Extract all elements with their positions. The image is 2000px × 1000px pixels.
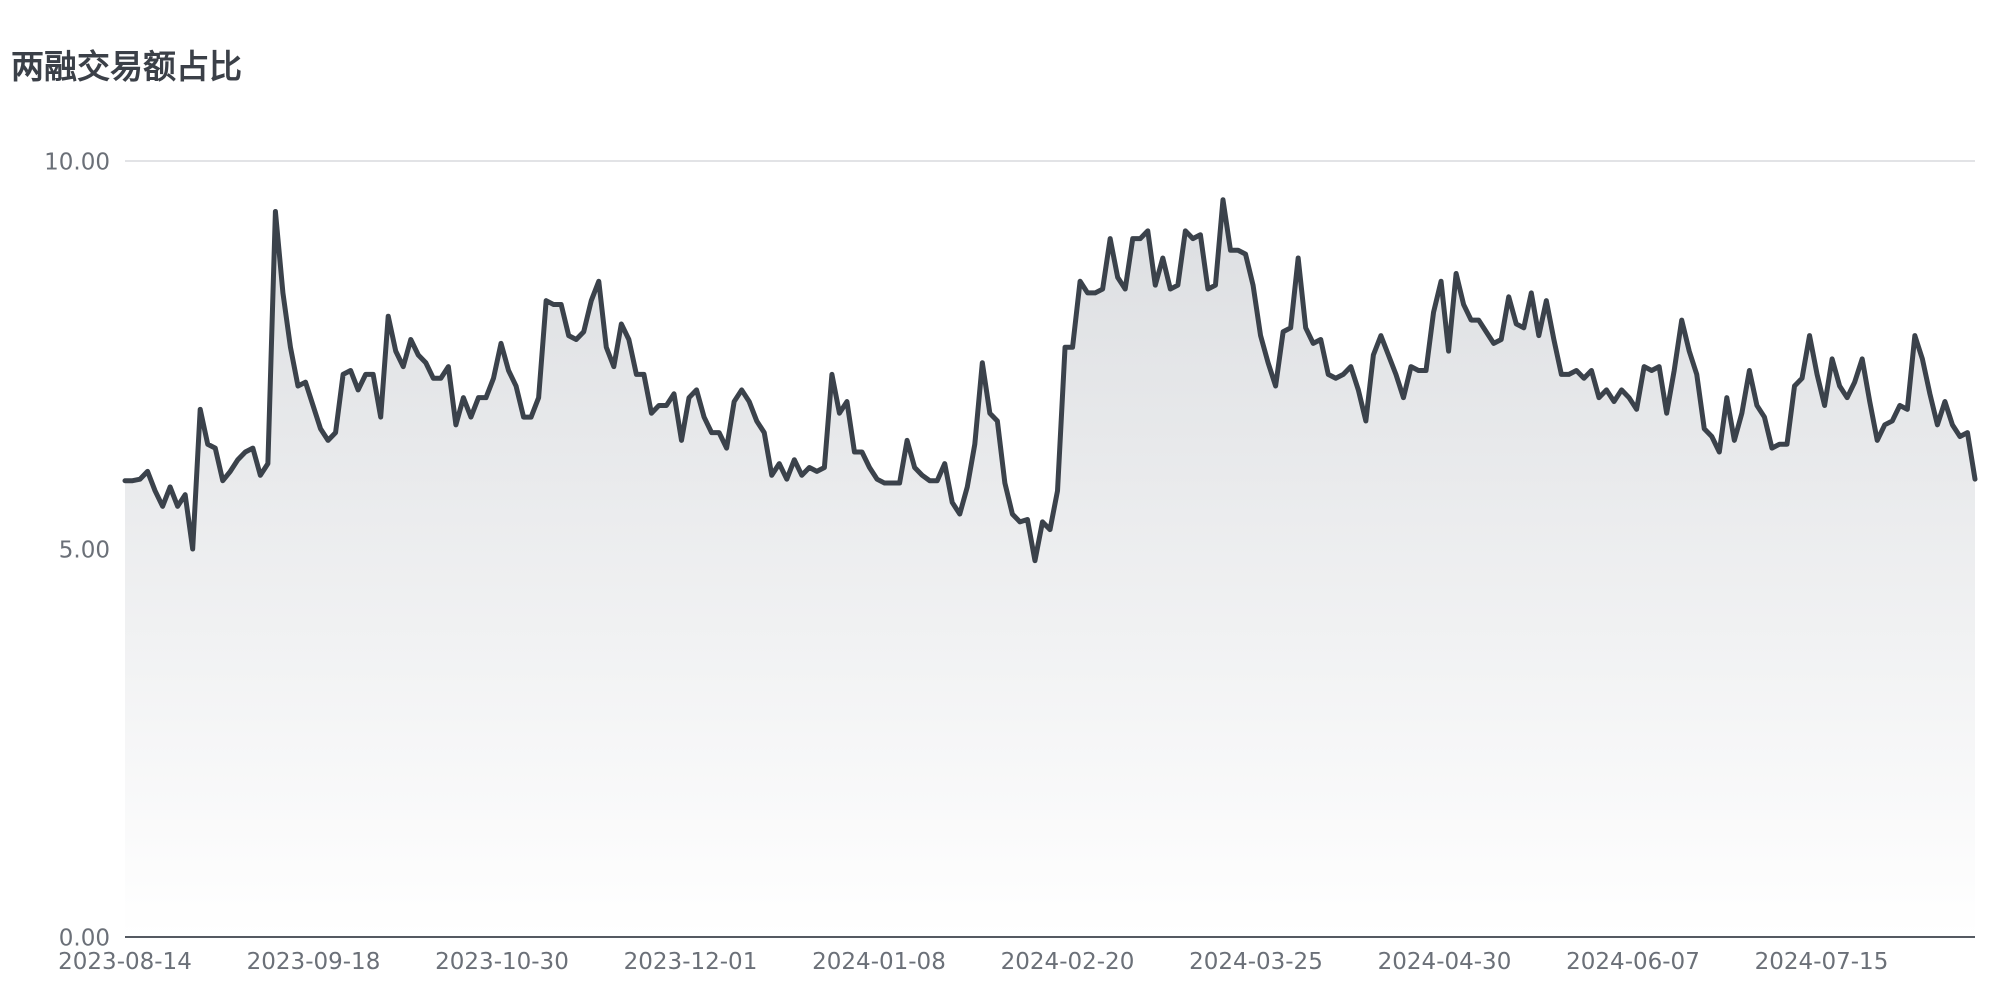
y-tick-label: 10.00 xyxy=(44,150,110,176)
y-tick-label: 5.00 xyxy=(59,538,110,564)
x-tick-label: 2024-04-30 xyxy=(1378,949,1512,975)
x-tick-label: 2023-09-18 xyxy=(247,949,381,975)
chart-title: 两融交易额占比 xyxy=(11,47,242,86)
y-tick-label: 0.00 xyxy=(59,926,110,952)
x-tick-label: 2024-07-15 xyxy=(1755,949,1889,975)
x-tick-label: 2023-08-14 xyxy=(58,949,192,975)
x-tick-label: 2023-12-01 xyxy=(624,949,758,975)
series-line xyxy=(122,197,1978,564)
x-tick-label: 2023-10-30 xyxy=(435,949,569,975)
x-tick-label: 2024-01-08 xyxy=(812,949,946,975)
x-tick-label: 2024-06-07 xyxy=(1566,949,1700,975)
series-area xyxy=(125,199,1975,938)
x-tick-label: 2024-03-25 xyxy=(1189,949,1323,975)
x-tick-label: 2024-02-20 xyxy=(1001,949,1135,975)
